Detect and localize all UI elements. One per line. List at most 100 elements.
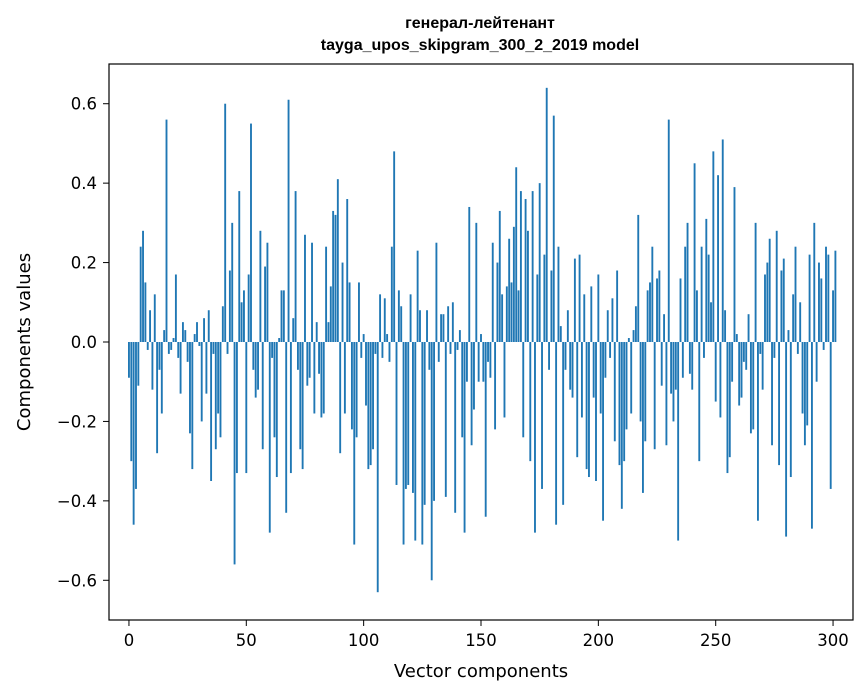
bar-24 — [184, 330, 187, 342]
bar-129 — [430, 342, 433, 581]
bar-77 — [308, 342, 311, 378]
x-tick-label: 0 — [124, 631, 135, 650]
bar-301 — [834, 250, 837, 342]
bar-296 — [822, 342, 825, 350]
bar-125 — [421, 342, 424, 545]
chart-title: генерал-лейтенант — [405, 15, 555, 32]
bar-298 — [827, 254, 830, 342]
bar-95 — [350, 342, 353, 430]
bar-115 — [397, 290, 400, 342]
bar-200 — [597, 274, 600, 342]
bar-218 — [639, 342, 642, 422]
plot-area-frame — [108, 63, 854, 621]
bar-149 — [477, 342, 480, 382]
bar-114 — [395, 342, 398, 485]
bar-175 — [538, 183, 541, 342]
bar-133 — [440, 314, 443, 342]
bar-240 — [691, 342, 694, 390]
bar-183 — [557, 246, 560, 342]
bar-225 — [656, 278, 658, 342]
bar-160 — [503, 342, 506, 418]
bar-295 — [820, 278, 823, 342]
bar-164 — [512, 226, 515, 342]
bar-2 — [132, 342, 135, 525]
bar-281 — [787, 330, 790, 342]
y-tick-label: 0.2 — [71, 254, 97, 273]
bar-82 — [320, 342, 323, 418]
bar-249 — [712, 151, 715, 342]
bar-287 — [801, 342, 804, 414]
bar-116 — [400, 306, 403, 342]
bar-75 — [304, 234, 306, 342]
chart-subtitle: tayga_upos_skipgram_300_2_2019 model — [321, 37, 639, 54]
bar-250 — [714, 342, 717, 402]
bar-244 — [700, 246, 703, 342]
bar-241 — [693, 163, 696, 342]
bar-229 — [665, 342, 668, 446]
y-tick-label: −0.6 — [57, 571, 97, 590]
bar-84 — [325, 246, 328, 342]
bar-141 — [458, 330, 461, 342]
bar-188 — [569, 342, 572, 390]
bar-268 — [757, 342, 759, 521]
bar-29 — [196, 322, 198, 342]
bar-198 — [592, 342, 595, 398]
bar-179 — [548, 342, 550, 370]
bar-45 — [233, 342, 236, 565]
bar-258 — [733, 187, 736, 342]
bar-40 — [221, 306, 224, 342]
bar-81 — [318, 342, 320, 374]
bar-79 — [313, 342, 316, 414]
bar-168 — [522, 342, 525, 438]
bar-283 — [792, 294, 795, 342]
bar-57 — [261, 342, 264, 450]
bar-256 — [728, 342, 731, 458]
bar-196 — [588, 342, 590, 478]
bar-282 — [789, 342, 792, 478]
bar-97 — [355, 342, 358, 438]
bar-91 — [341, 262, 344, 342]
bar-182 — [555, 342, 558, 525]
bar-68 — [287, 99, 290, 343]
bar-245 — [703, 342, 705, 358]
x-tick-label: 300 — [817, 631, 849, 650]
bar-87 — [332, 210, 335, 342]
bar-285 — [796, 342, 799, 354]
bar-112 — [390, 246, 393, 342]
bar-255 — [726, 342, 729, 474]
bar-123 — [416, 250, 419, 342]
bar-226 — [658, 270, 661, 342]
bar-28 — [193, 334, 196, 342]
bar-272 — [766, 262, 769, 342]
bar-70 — [292, 318, 295, 342]
bar-15 — [163, 330, 166, 342]
bar-172 — [531, 191, 534, 342]
x-tick-label: 200 — [583, 631, 615, 650]
bar-17 — [167, 342, 170, 354]
bar-74 — [301, 342, 304, 470]
bar-276 — [775, 230, 778, 342]
bar-280 — [785, 342, 788, 537]
bar-108 — [381, 342, 384, 358]
bar-10 — [151, 342, 154, 390]
bar-203 — [604, 342, 607, 378]
bar-134 — [442, 314, 445, 342]
bar-205 — [609, 342, 612, 358]
bar-126 — [423, 342, 426, 505]
bar-260 — [738, 342, 741, 406]
bar-67 — [285, 342, 288, 513]
bar-12 — [156, 342, 159, 454]
bar-247 — [707, 254, 710, 342]
bar-237 — [684, 246, 687, 342]
bar-248 — [710, 302, 712, 342]
bar-107 — [379, 294, 382, 342]
bar-163 — [510, 282, 513, 342]
bar-270 — [761, 342, 764, 390]
bar-21 — [177, 342, 180, 358]
bar-212 — [625, 342, 628, 430]
bar-138 — [451, 302, 454, 342]
bar-89 — [336, 179, 339, 342]
bar-153 — [487, 342, 489, 362]
bar-220 — [644, 342, 647, 442]
bar-147 — [473, 342, 475, 410]
